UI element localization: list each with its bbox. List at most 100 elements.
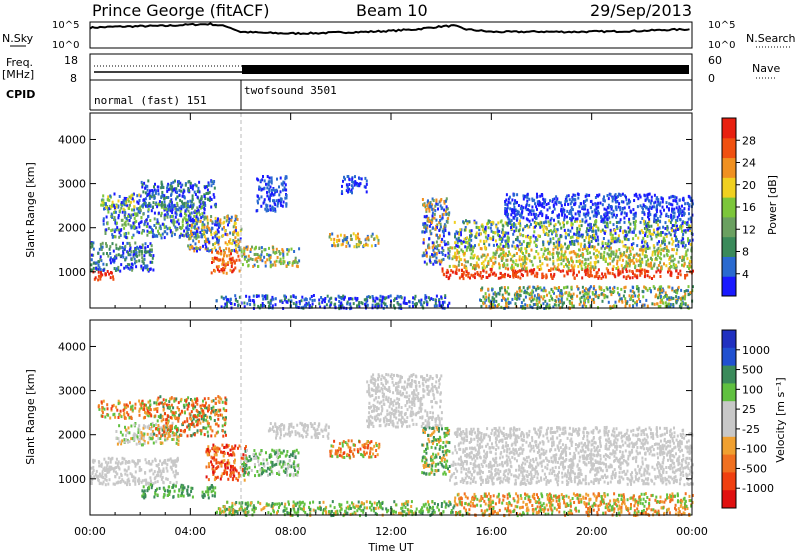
power-scatter-cell-14 [614, 231, 617, 235]
power-scatter-cell-17 [581, 290, 584, 294]
power-scatter-cell-8 [282, 180, 285, 184]
power-scatter-cell-14 [466, 220, 469, 224]
power-scatter-cell-17 [664, 301, 667, 305]
power-scatter-cell-15 [608, 210, 611, 214]
power-scatter-cell-13 [639, 256, 642, 260]
power-scatter-cell-1 [100, 248, 103, 251]
velocity-scatter-cell-0 [128, 483, 131, 486]
power-colorbar-tick-label: 4 [742, 268, 749, 281]
power-scatter-cell-15 [687, 217, 690, 221]
power-scatter-cell-13 [560, 255, 563, 259]
power-scatter-cell-11 [438, 251, 441, 254]
power-scatter-cell-11 [432, 199, 435, 202]
power-scatter-cell-14 [464, 226, 467, 229]
power-scatter-cell-1 [115, 243, 118, 247]
power-scatter-cell-16 [375, 296, 378, 300]
power-scatter-cell-2 [173, 203, 176, 207]
power-scatter-cell-5 [232, 225, 235, 229]
power-scatter-cell-17 [569, 293, 572, 297]
power-scatter-cell-6 [228, 257, 231, 261]
power-scatter-cell-11 [448, 256, 451, 260]
power-scatter-cell-5 [233, 248, 236, 252]
power-scatter-cell-1 [114, 269, 117, 272]
power-scatter-cell-16 [251, 299, 254, 303]
power-scatter-cell-1 [136, 254, 139, 258]
power-scatter-cell-7 [298, 259, 301, 263]
power-scatter-cell-7 [278, 260, 281, 264]
power-scatter-cell-1 [125, 265, 128, 269]
power-scatter-cell-13 [607, 253, 610, 257]
power-scatter-cell-14 [549, 240, 552, 244]
power-scatter-cell-15 [688, 212, 690, 216]
power-scatter-cell-17 [566, 297, 569, 301]
power-scatter-cell-8 [275, 199, 278, 203]
power-scatter-cell-17 [537, 286, 540, 290]
power-scatter-cell-0 [109, 276, 112, 280]
power-scatter-cell-13 [496, 248, 499, 252]
power-scatter-cell-13 [512, 266, 515, 270]
velocity-scatter-cell-0 [90, 466, 93, 470]
power-scatter-cell-6 [215, 265, 218, 269]
power-scatter-cell-16 [321, 300, 324, 304]
power-scatter-cell-2 [185, 201, 188, 205]
power-scatter-cell-16 [434, 302, 437, 305]
power-scatter-cell-6 [236, 250, 239, 254]
power-scatter-cell-14 [552, 237, 555, 240]
power-scatter-cell-7 [245, 255, 248, 259]
power-scatter-cell-13 [673, 257, 676, 261]
power-scatter-cell-2 [135, 226, 138, 230]
power-scatter-cell-17 [554, 299, 557, 303]
power-scatter-cell-5 [221, 227, 224, 231]
power-scatter-cell-17 [585, 292, 588, 296]
power-scatter-cell-4 [189, 183, 192, 187]
power-scatter-cell-2 [178, 206, 181, 210]
power-scatter-cell-3 [125, 199, 128, 203]
power-scatter-cell-17 [504, 288, 507, 292]
power-scatter-cell-6 [223, 254, 225, 258]
power-scatter-cell-16 [346, 302, 349, 306]
power-scatter-cell-11 [439, 225, 442, 229]
power-scatter-cell-13 [681, 263, 683, 267]
power-scatter-cell-14 [554, 223, 557, 226]
power-scatter-cell-13 [544, 257, 546, 261]
power-scatter-cell-12 [569, 269, 572, 273]
power-scatter-cell-17 [676, 291, 679, 295]
power-scatter-cell-9 [340, 243, 343, 247]
power-scatter-cell-15 [516, 212, 519, 216]
power-scatter-cell-15 [584, 215, 587, 219]
power-scatter-cell-13 [639, 263, 642, 267]
power-scatter-cell-15 [615, 215, 618, 219]
power-scatter-cell-13 [548, 252, 551, 256]
power-scatter-cell-16 [438, 301, 441, 304]
power-scatter-cell-14 [618, 239, 621, 243]
velocity-scatter-cell-0 [175, 469, 177, 473]
power-scatter-cell-16 [379, 294, 382, 298]
power-scatter-cell-17 [552, 305, 555, 309]
power-scatter-cell-13 [612, 252, 615, 256]
power-scatter-cell-13 [635, 252, 638, 256]
power-scatter-cell-14 [490, 221, 493, 225]
power-scatter-cell-1 [97, 251, 100, 255]
power-scatter-cell-5 [189, 235, 192, 239]
power-scatter-cell-7 [246, 245, 249, 249]
power-scatter-cell-2 [176, 227, 179, 231]
power-scatter-cell-17 [588, 295, 591, 299]
power-scatter-cell-4 [173, 187, 176, 191]
power-scatter-cell-13 [628, 264, 631, 268]
power-scatter-cell-14 [487, 226, 490, 230]
power-scatter-cell-15 [504, 200, 507, 203]
power-scatter-cell-14 [504, 245, 507, 248]
power-scatter-cell-3 [125, 201, 128, 205]
power-scatter-cell-14 [627, 226, 630, 230]
power-scatter-cell-15 [597, 211, 600, 215]
power-scatter-cell-1 [125, 256, 128, 260]
power-scatter-cell-12 [632, 271, 634, 275]
power-scatter-cell-11 [422, 238, 425, 242]
power-scatter-cell-9 [350, 237, 353, 241]
power-scatter-cell-14 [483, 230, 486, 234]
power-scatter-cell-14 [683, 229, 686, 233]
power-scatter-cell-4 [170, 198, 173, 202]
power-scatter-cell-4 [181, 202, 184, 206]
power-scatter-cell-16 [261, 302, 264, 305]
power-scatter-cell-17 [653, 302, 656, 306]
